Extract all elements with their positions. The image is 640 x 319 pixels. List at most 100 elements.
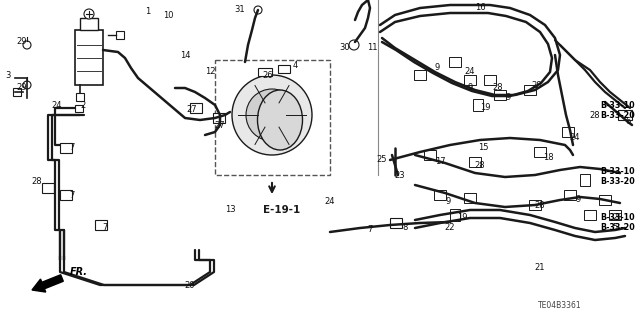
Bar (75, 30, 103, 85)
Text: 18: 18 (543, 153, 554, 162)
Text: 28: 28 (612, 213, 623, 222)
Bar (524, 85, 536, 95)
Circle shape (254, 6, 262, 14)
Text: 24: 24 (465, 68, 476, 77)
Text: 15: 15 (477, 144, 488, 152)
Bar (75, 105, 83, 112)
Text: 28: 28 (589, 110, 600, 120)
Bar (584, 210, 596, 220)
Text: 7: 7 (69, 190, 75, 199)
Text: 13: 13 (225, 205, 236, 214)
Text: 28: 28 (532, 80, 542, 90)
Text: 2: 2 (81, 100, 86, 109)
Bar (278, 65, 290, 73)
Text: 17: 17 (435, 158, 445, 167)
Text: 6: 6 (625, 117, 630, 127)
Text: 3: 3 (5, 70, 11, 79)
Bar (599, 195, 611, 205)
Text: 24: 24 (324, 197, 335, 206)
Text: 14: 14 (180, 50, 190, 60)
Text: 28: 28 (32, 177, 42, 187)
Text: 27: 27 (214, 121, 225, 130)
Text: 27: 27 (187, 106, 197, 115)
Text: 5: 5 (612, 224, 618, 233)
Circle shape (84, 9, 94, 19)
Bar (13, 88, 21, 96)
Text: 16: 16 (475, 4, 485, 12)
Bar (449, 57, 461, 67)
Bar (60, 190, 72, 200)
Bar (116, 31, 124, 39)
Text: 19: 19 (457, 213, 467, 222)
Bar (529, 200, 541, 210)
Bar (390, 218, 402, 228)
Circle shape (260, 103, 284, 127)
Text: B-33-20: B-33-20 (600, 177, 635, 187)
Text: 7: 7 (367, 226, 372, 234)
Text: 19: 19 (480, 103, 490, 113)
Bar (564, 190, 576, 200)
Text: 24: 24 (570, 133, 580, 143)
Circle shape (246, 89, 298, 141)
Bar (258, 68, 272, 76)
Text: FR.: FR. (70, 267, 88, 277)
Bar (42, 183, 54, 193)
Text: 4: 4 (292, 62, 298, 70)
Bar (215, 60, 330, 175)
Bar (95, 220, 107, 230)
Bar (580, 174, 590, 186)
Ellipse shape (257, 90, 303, 150)
Text: 28: 28 (475, 160, 485, 169)
Bar (190, 103, 202, 113)
Text: 28: 28 (493, 84, 503, 93)
Text: 10: 10 (163, 11, 173, 19)
Bar (494, 90, 506, 100)
Bar (609, 210, 621, 220)
Text: 9: 9 (467, 84, 472, 93)
Bar (424, 150, 436, 160)
Text: E-19-1: E-19-1 (264, 205, 301, 215)
Text: B-33-10: B-33-10 (600, 213, 635, 222)
Bar (464, 75, 476, 85)
Text: 30: 30 (340, 43, 350, 53)
Bar (434, 190, 446, 200)
Bar (562, 127, 574, 137)
Bar (60, 143, 72, 153)
Bar (469, 157, 481, 167)
Text: 11: 11 (367, 43, 377, 53)
Text: 9: 9 (445, 197, 451, 206)
Bar (484, 75, 496, 85)
Circle shape (232, 75, 312, 155)
FancyArrow shape (32, 275, 63, 292)
Text: B-33-10: B-33-10 (600, 100, 635, 109)
Text: 23: 23 (395, 170, 405, 180)
Bar (414, 70, 426, 80)
Bar (213, 113, 225, 123)
Text: 31: 31 (235, 5, 245, 14)
Text: 29: 29 (17, 38, 28, 47)
Text: 29: 29 (17, 84, 28, 93)
Text: 26: 26 (262, 70, 273, 79)
Text: B-33-20: B-33-20 (600, 110, 635, 120)
Circle shape (23, 81, 31, 89)
Text: B-33-10: B-33-10 (600, 167, 635, 176)
Text: 1: 1 (145, 8, 150, 17)
Text: 24: 24 (52, 100, 62, 109)
Text: 25: 25 (377, 155, 387, 165)
Text: 28: 28 (534, 201, 545, 210)
Bar (618, 110, 632, 120)
Text: 9: 9 (575, 196, 580, 204)
Bar (464, 193, 476, 203)
Text: 7: 7 (102, 224, 108, 233)
Text: 22: 22 (445, 224, 455, 233)
Text: TE04B3361: TE04B3361 (538, 301, 582, 310)
Text: 9: 9 (506, 93, 511, 102)
Text: 12: 12 (205, 68, 215, 77)
Text: 7: 7 (69, 144, 75, 152)
Text: 21: 21 (535, 263, 545, 272)
Bar (80, 18, 98, 30)
Circle shape (23, 41, 31, 49)
Bar (76, 93, 84, 101)
Text: 20: 20 (185, 280, 195, 290)
Circle shape (349, 40, 359, 50)
